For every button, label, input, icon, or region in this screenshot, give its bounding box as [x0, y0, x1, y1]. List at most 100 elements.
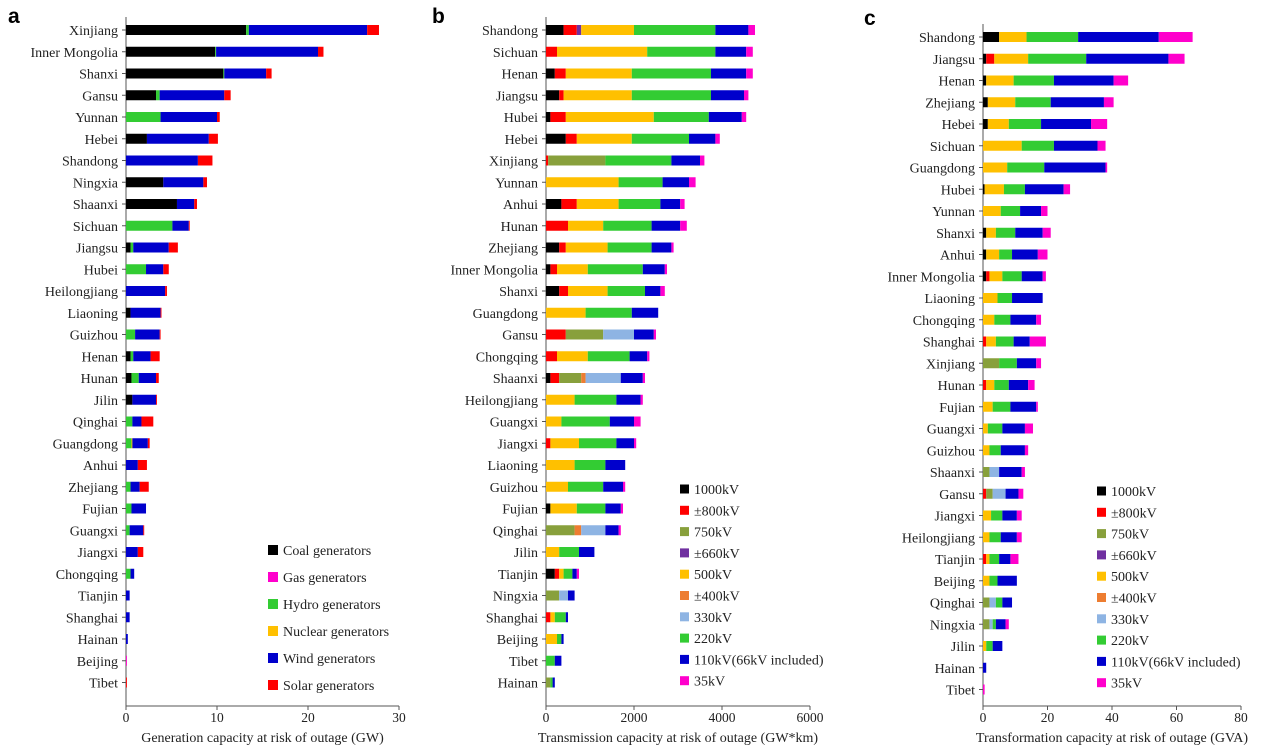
bar-segment: [992, 488, 1006, 499]
bar-segment: [983, 336, 987, 347]
x-tick-label: 60: [1170, 710, 1184, 725]
bar-segment: [989, 467, 1000, 477]
bar-segment: [609, 416, 634, 427]
category-label: Chongqing: [56, 568, 118, 583]
bar-segment: [126, 677, 127, 688]
bar-segment: [1024, 184, 1064, 195]
bar-segment: [983, 227, 987, 238]
bar-segment: [983, 314, 995, 325]
category-label: Shandong: [62, 155, 118, 170]
category-label: Xinjiang: [489, 155, 538, 170]
bar-segment: [1042, 271, 1046, 282]
bar-segment: [126, 68, 224, 79]
bar-segment: [983, 32, 1000, 42]
legend-swatch: [268, 545, 278, 555]
bar-segment: [130, 307, 161, 318]
bar-segment: [653, 329, 656, 340]
bar-segment: [554, 68, 566, 79]
bar-segment: [579, 547, 595, 557]
bar-segment: [634, 438, 637, 449]
bar-segment: [576, 503, 606, 514]
legend-swatch: [680, 633, 689, 643]
x-tick-label: 30: [392, 710, 406, 725]
bar-segment: [983, 662, 987, 673]
category-label: Ningxia: [493, 590, 539, 605]
category-label: Shanghai: [486, 611, 538, 626]
bar-segment: [546, 351, 557, 362]
bar-segment: [587, 264, 643, 275]
bar-segment: [565, 242, 608, 253]
bar-segment: [647, 46, 716, 57]
bar-segment: [194, 199, 197, 209]
bar-segment: [138, 373, 157, 383]
bar-segment: [554, 568, 560, 579]
legend-label: Gas generators: [283, 571, 367, 586]
bar-segment: [579, 438, 617, 449]
bar-segment: [999, 358, 1017, 369]
bar-segment: [986, 488, 993, 499]
category-label: Hebei: [505, 133, 539, 148]
bar-segment: [989, 554, 1000, 564]
bar-segment: [565, 112, 654, 122]
bar-segment: [631, 133, 689, 144]
bar-segment: [156, 394, 157, 405]
bar-segment: [995, 227, 1016, 238]
bar-segment: [135, 329, 160, 340]
bar-segment: [1113, 75, 1129, 86]
bar-segment: [141, 416, 154, 427]
legend-swatch: [1097, 678, 1106, 688]
bar-segment: [126, 568, 131, 579]
category-label: Anhui: [83, 459, 118, 474]
category-label: Liaoning: [487, 459, 538, 474]
bar-segment: [546, 264, 551, 275]
category-label: Beijing: [497, 633, 538, 648]
category-label: Tibet: [946, 684, 975, 699]
bar-segment: [711, 90, 744, 101]
bar-segment: [1003, 184, 1025, 195]
bar-segment: [159, 329, 161, 340]
legend-swatch: [1097, 614, 1106, 624]
bar-segment: [992, 619, 996, 630]
legend-label: 1000kV: [1111, 485, 1156, 500]
bar-segment: [130, 242, 134, 253]
category-label: Anhui: [940, 249, 975, 264]
bar-segment: [680, 220, 687, 231]
x-tick-label: 20: [1041, 710, 1055, 725]
bar-segment: [546, 46, 557, 57]
bar-segment: [983, 358, 1000, 369]
bar-segment: [647, 351, 650, 362]
bar-segment: [689, 133, 716, 144]
bar-segment: [1041, 119, 1092, 129]
bar-segment: [642, 373, 645, 383]
bar-segment: [554, 655, 562, 666]
bar-segment: [176, 199, 195, 209]
bar-segment: [546, 677, 551, 688]
category-label: Xinjiang: [69, 24, 118, 39]
category-label: Shanghai: [923, 336, 975, 351]
bar-segment: [546, 373, 551, 383]
legend-swatch: [268, 680, 278, 690]
category-label: Beijing: [934, 575, 975, 590]
bar-segment: [126, 329, 136, 340]
category-label: Beijing: [77, 655, 118, 670]
bar-segment: [983, 445, 990, 456]
bar-segment: [163, 177, 204, 188]
category-label: Shaanxi: [493, 372, 538, 387]
bar-segment: [715, 25, 749, 35]
category-label: Hubei: [84, 263, 118, 278]
bar-segment: [1012, 249, 1038, 260]
category-label: Jiangsu: [496, 89, 538, 104]
bar-segment: [983, 467, 990, 477]
bar-segment: [559, 242, 566, 253]
bar-segment: [983, 75, 987, 86]
bar-segment: [574, 460, 606, 470]
category-label: Shanxi: [79, 68, 118, 83]
bar-segment: [983, 140, 1022, 151]
category-label: Shanghai: [66, 611, 118, 626]
category-label: Yunnan: [75, 111, 118, 126]
legend-label: Wind generators: [283, 652, 375, 667]
bar-segment: [629, 351, 648, 362]
legend-swatch: [680, 612, 689, 622]
category-label: Tibet: [89, 677, 118, 692]
category-label: Guangdong: [910, 162, 975, 177]
